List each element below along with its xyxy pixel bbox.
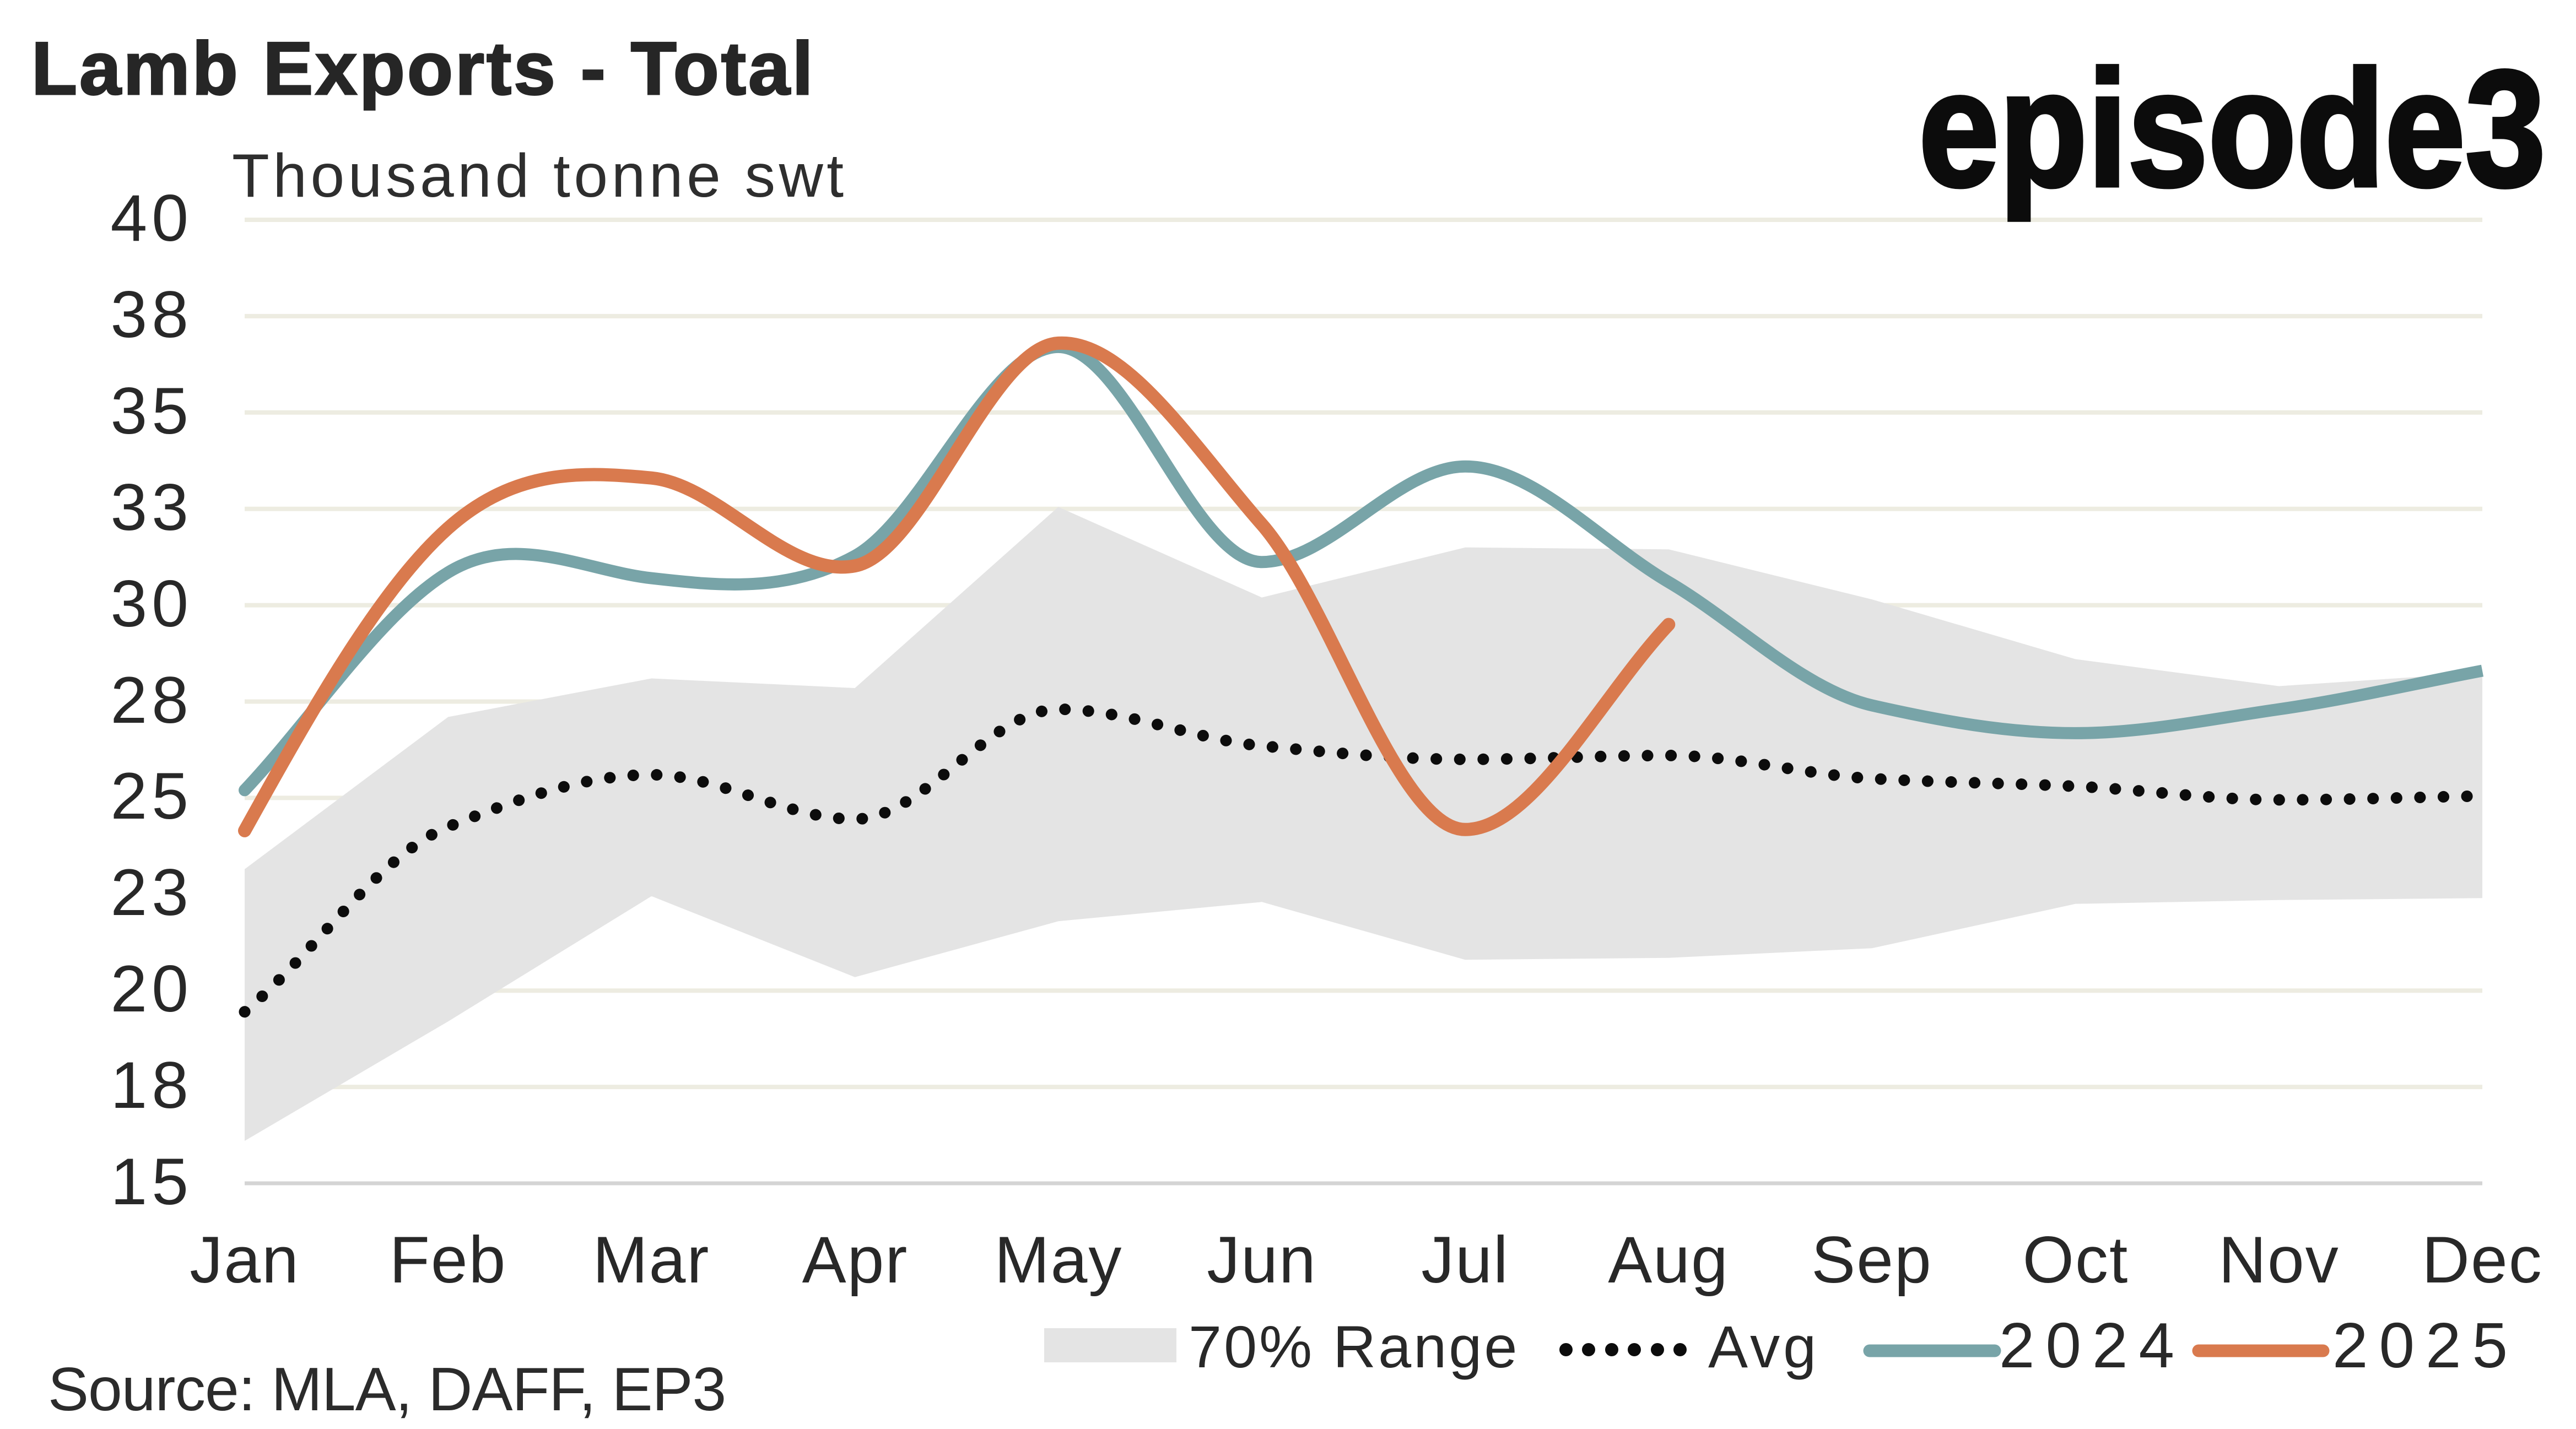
svg-text:38: 38: [111, 278, 193, 351]
svg-text:Thousand tonne swt: Thousand tonne swt: [232, 142, 847, 210]
svg-text:2024: 2024: [1999, 1309, 2185, 1381]
svg-text:Sep: Sep: [1811, 1223, 1932, 1297]
svg-text:Mar: Mar: [593, 1223, 710, 1297]
svg-text:Source: MLA, DAFF, EP3: Source: MLA, DAFF, EP3: [48, 1355, 726, 1423]
svg-text:Jan: Jan: [190, 1223, 299, 1297]
svg-text:Nov: Nov: [2218, 1223, 2339, 1297]
svg-text:Apr: Apr: [802, 1223, 909, 1297]
svg-text:15: 15: [111, 1145, 193, 1219]
svg-text:May: May: [995, 1223, 1123, 1297]
svg-text:18: 18: [111, 1048, 193, 1122]
svg-text:40: 40: [111, 181, 193, 255]
svg-text:25: 25: [111, 759, 193, 833]
svg-text:Feb: Feb: [390, 1223, 507, 1297]
svg-text:Avg: Avg: [1708, 1313, 1819, 1380]
svg-text:28: 28: [111, 663, 193, 737]
svg-text:Dec: Dec: [2422, 1223, 2542, 1297]
svg-text:2025: 2025: [2332, 1309, 2519, 1381]
svg-text:23: 23: [111, 856, 193, 929]
svg-text:Lamb Exports - Total: Lamb Exports - Total: [31, 26, 815, 110]
svg-text:episode3: episode3: [1919, 36, 2546, 222]
svg-text:Oct: Oct: [2023, 1223, 2129, 1297]
svg-text:20: 20: [111, 952, 193, 1026]
svg-text:Jul: Jul: [1421, 1223, 1509, 1297]
svg-text:33: 33: [111, 470, 193, 544]
svg-text:30: 30: [111, 567, 193, 641]
svg-text:35: 35: [111, 374, 193, 448]
svg-text:Jun: Jun: [1207, 1223, 1316, 1297]
svg-text:Aug: Aug: [1608, 1223, 1729, 1297]
svg-text:70% Range: 70% Range: [1189, 1313, 1519, 1380]
